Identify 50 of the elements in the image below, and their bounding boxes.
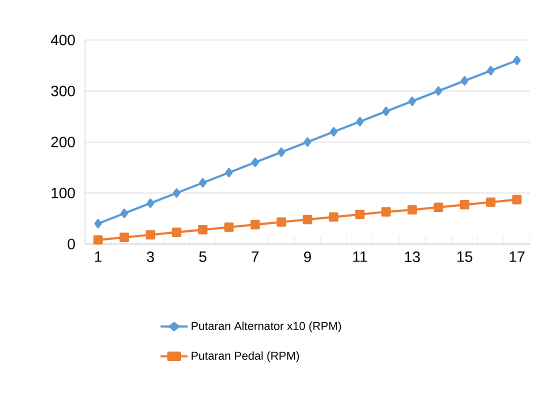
point xyxy=(513,56,521,66)
x-tick-label: 1 xyxy=(95,252,102,262)
point xyxy=(146,230,156,240)
point xyxy=(460,76,468,86)
point xyxy=(328,212,338,222)
x-tick-label: 3 xyxy=(146,252,154,262)
point xyxy=(486,66,495,76)
x-tick-label: 13 xyxy=(405,252,420,262)
point xyxy=(330,127,338,136)
point xyxy=(304,137,312,147)
point xyxy=(434,202,444,212)
x-tick-label: 7 xyxy=(252,252,259,262)
x-tick-label: 5 xyxy=(199,252,206,262)
x-tick-label: 15 xyxy=(457,252,472,262)
point xyxy=(225,168,233,178)
x-tick-label: 17 xyxy=(510,252,524,262)
point xyxy=(250,220,260,230)
point xyxy=(93,235,103,245)
point xyxy=(199,178,207,188)
y-tick-label: 300 xyxy=(51,86,75,96)
y-tick-label: 400 xyxy=(50,34,75,46)
point xyxy=(278,148,286,157)
point xyxy=(146,198,154,208)
y-tick-label: 200 xyxy=(51,136,75,148)
legend-label: Putaran Pedal (RPM) xyxy=(192,351,299,362)
point xyxy=(224,222,234,232)
point xyxy=(486,197,496,207)
point xyxy=(512,194,522,204)
point xyxy=(408,205,417,215)
point xyxy=(382,106,390,116)
point xyxy=(381,207,391,217)
point xyxy=(355,210,365,220)
point xyxy=(356,116,364,126)
point xyxy=(120,208,128,218)
point xyxy=(302,214,312,224)
y-tick-label: 100 xyxy=(52,188,75,198)
point xyxy=(251,158,259,168)
x-tick-label: 9 xyxy=(304,252,311,262)
point xyxy=(94,218,102,228)
x-tick-label: 11 xyxy=(353,252,367,262)
legend-label: Putaran Alternator x10 (RPM) xyxy=(192,322,341,332)
point xyxy=(276,217,286,227)
point xyxy=(172,228,182,237)
point xyxy=(460,200,470,210)
point xyxy=(408,96,416,106)
point xyxy=(172,188,180,198)
point xyxy=(120,232,129,242)
point xyxy=(198,225,208,234)
point xyxy=(434,86,442,96)
y-tick-label: 0 xyxy=(68,238,75,250)
